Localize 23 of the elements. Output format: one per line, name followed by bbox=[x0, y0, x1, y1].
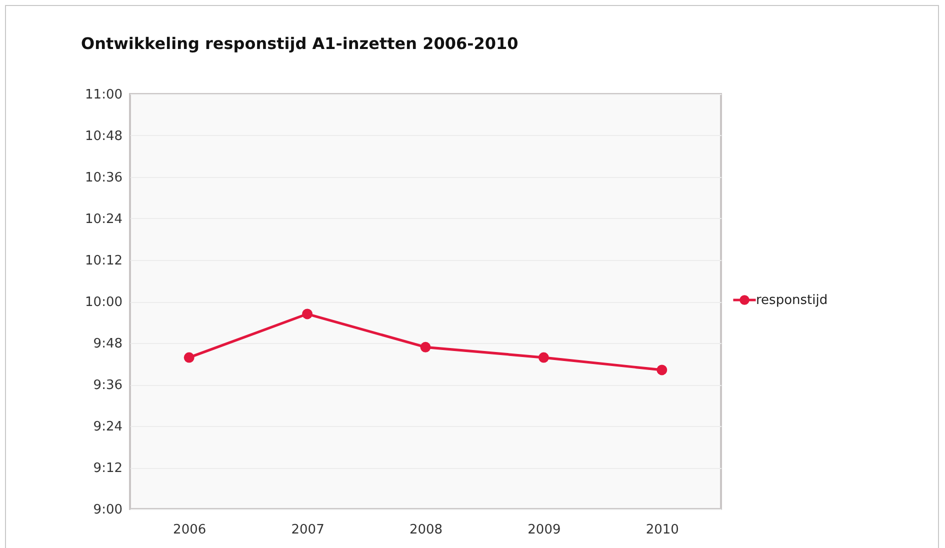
point bbox=[302, 308, 313, 320]
y-tick-label: 10:12 bbox=[85, 254, 122, 268]
point bbox=[656, 364, 668, 376]
y-tick-label: 9:24 bbox=[93, 420, 122, 434]
y-tick-label: 10:00 bbox=[85, 295, 122, 310]
point bbox=[184, 352, 194, 363]
point bbox=[420, 342, 431, 352]
chart-title: Ontwikkeling responstijd A1-inzetten 2006-2010 bbox=[81, 34, 518, 53]
y-tick-label: 10:48 bbox=[85, 129, 122, 144]
x-tick-label: 2010 bbox=[646, 522, 679, 538]
point bbox=[538, 352, 549, 363]
x-tick-label: 2007 bbox=[291, 522, 324, 538]
y-tick-label: 9:00 bbox=[93, 502, 122, 518]
y-tick-label: 9:48 bbox=[93, 336, 122, 352]
x-tick-label: 2008 bbox=[409, 522, 443, 538]
legend-label: responstijd bbox=[756, 293, 828, 308]
y-tick-label: 10:24 bbox=[85, 212, 122, 227]
x-tick-label: 2009 bbox=[528, 522, 561, 538]
y-tick-label: 11:00 bbox=[85, 88, 122, 102]
y-tick-label: 9:12 bbox=[93, 461, 122, 476]
x-tick-label: 2006 bbox=[173, 522, 206, 538]
y-tick-label: 10:36 bbox=[85, 170, 122, 186]
y-tick-label: 9:36 bbox=[93, 378, 122, 393]
